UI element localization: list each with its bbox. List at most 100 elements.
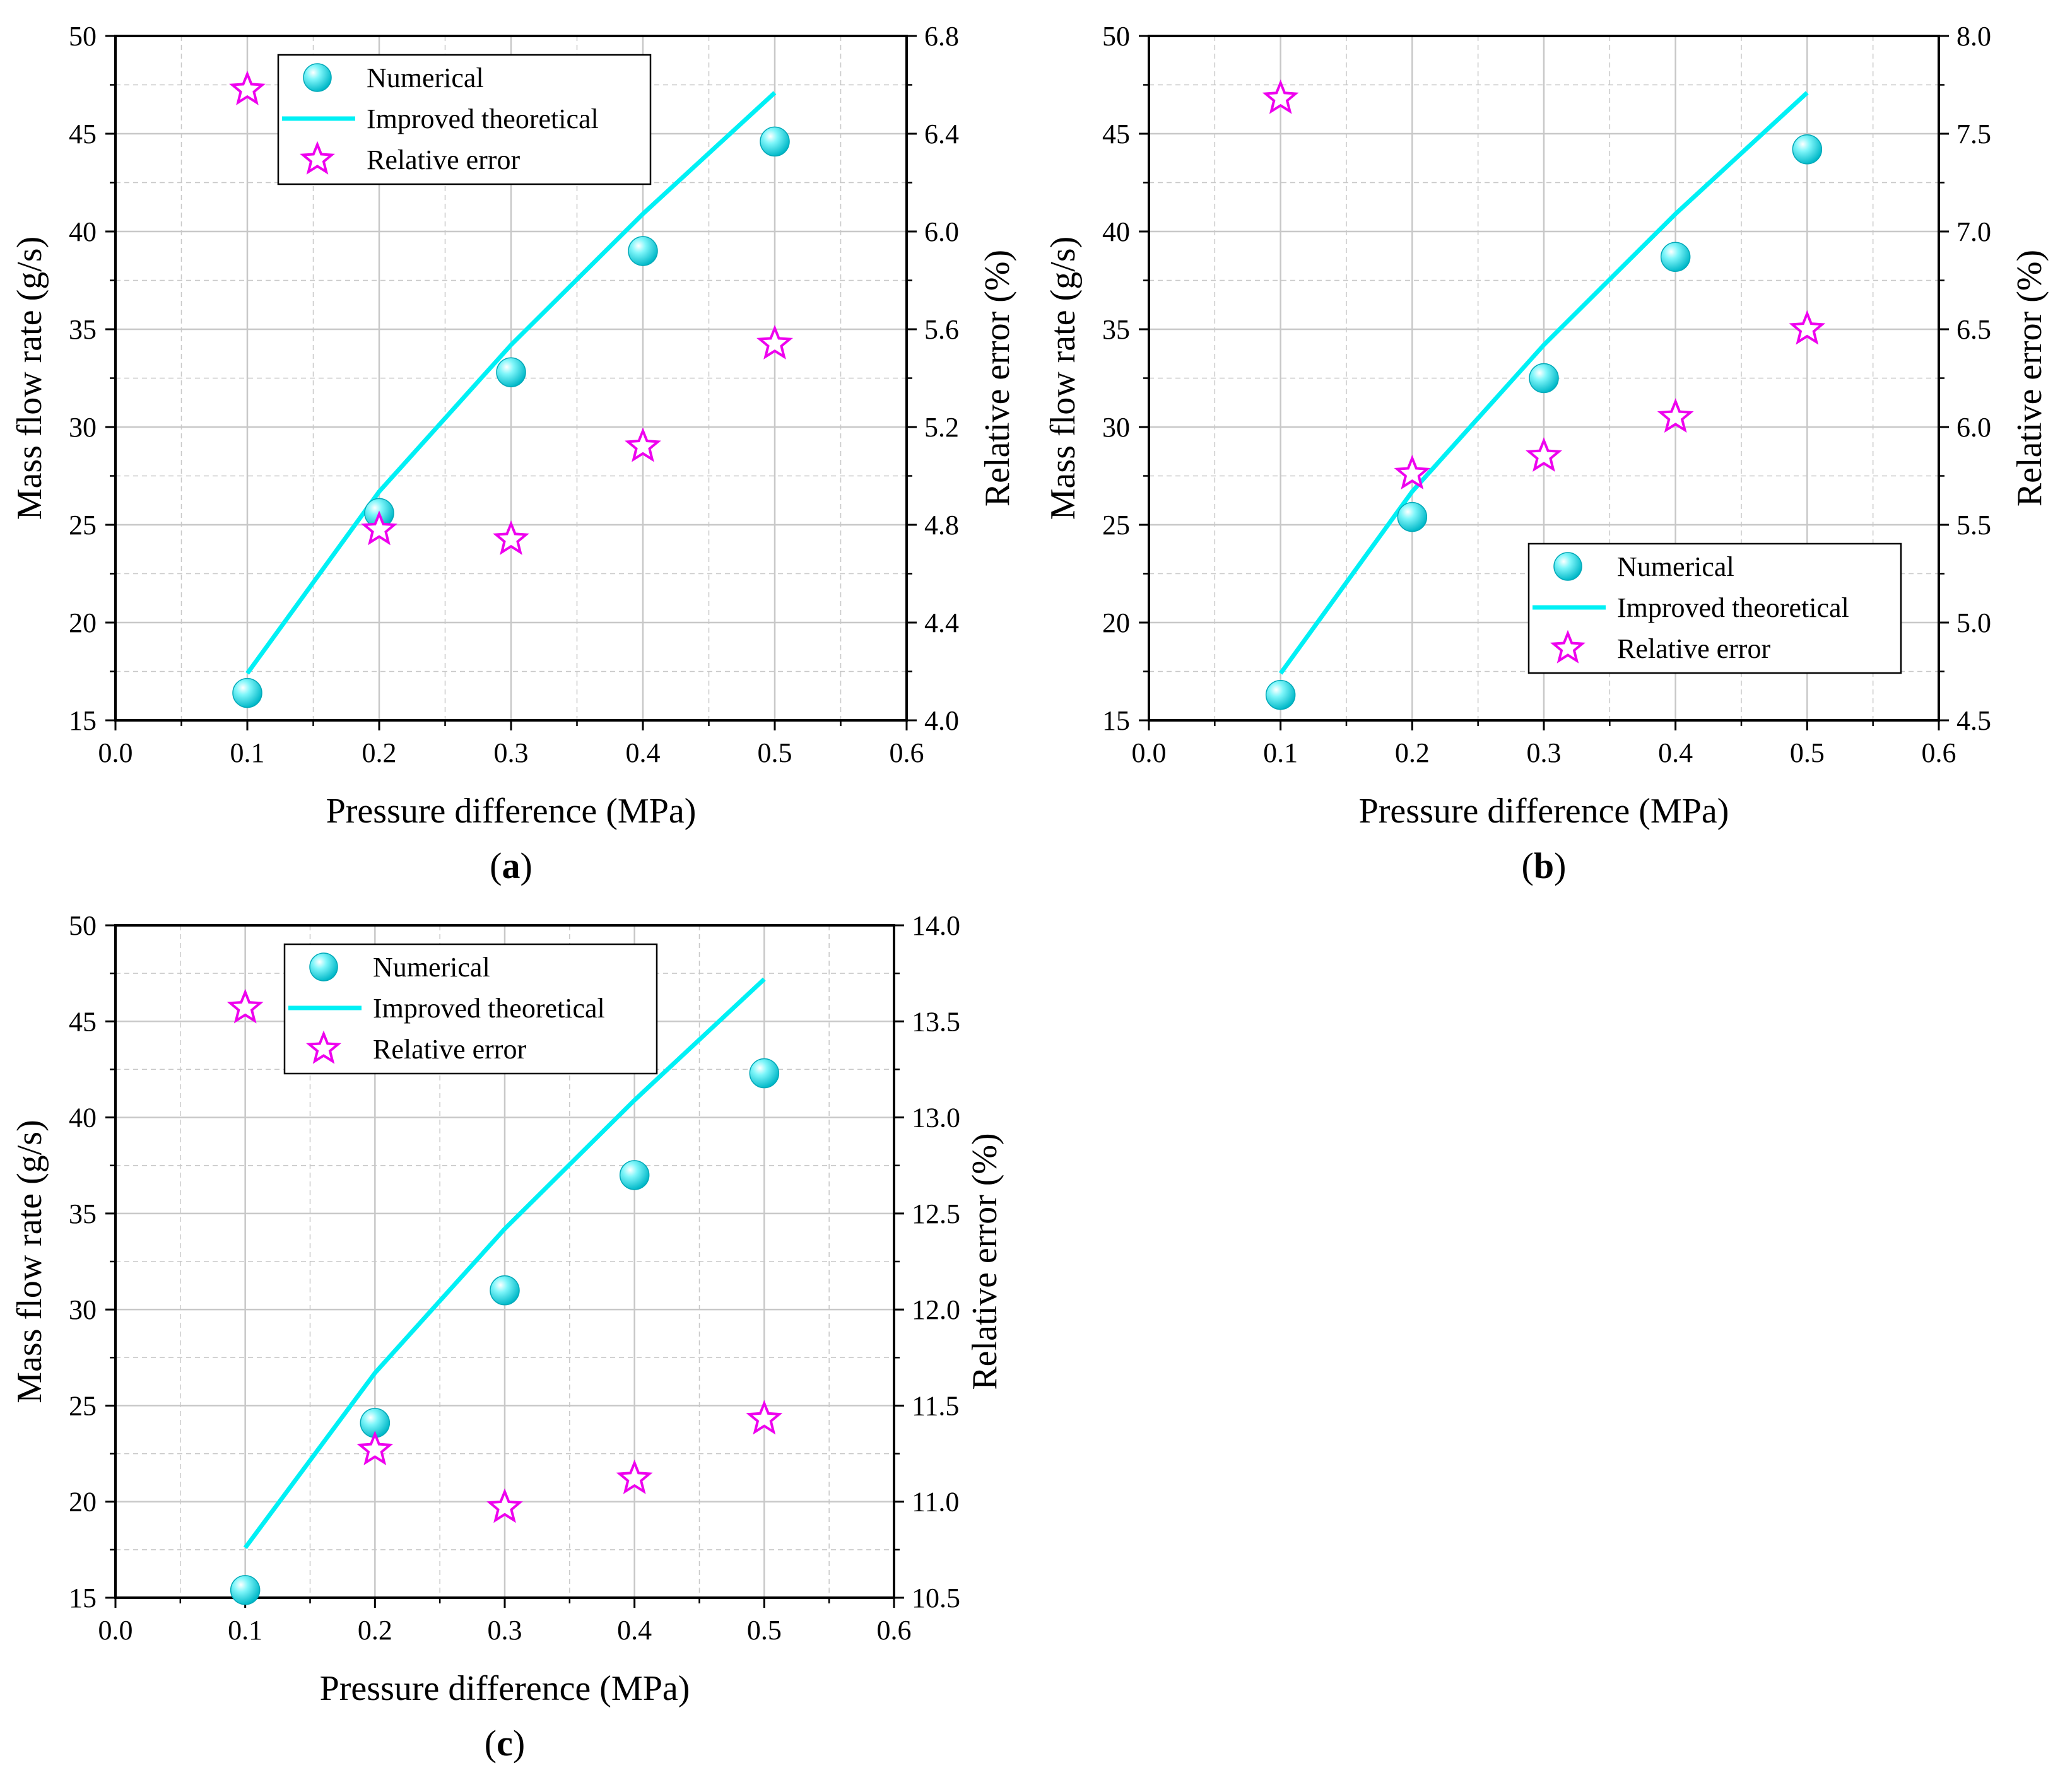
x-tick-label: 0.4 [617, 1615, 652, 1646]
y-right-axis-title: Relative error (%) [965, 1133, 1004, 1390]
x-tick-label: 0.3 [494, 737, 529, 768]
numerical-point [619, 1160, 650, 1190]
x-tick-label: 0.6 [877, 1615, 912, 1646]
relative-error-point [361, 510, 397, 546]
legend-relative-error-marker [300, 141, 335, 175]
y-right-tick-label: 4.8 [924, 510, 959, 541]
panel-label-paren: ( [485, 1723, 497, 1764]
y-left-tick-label: 50 [69, 910, 97, 941]
panel-label-paren: ) [513, 1723, 525, 1764]
relative-error-point [229, 70, 266, 105]
improved-theoretical-line [243, 977, 766, 1549]
numerical-point [1660, 242, 1691, 272]
numerical-point [230, 1575, 261, 1605]
panel-label-paren: ) [1554, 845, 1566, 886]
y-left-tick-label: 35 [69, 1198, 97, 1229]
legend-relative-error-label: Relative error [367, 144, 520, 175]
panel-label-paren: ) [521, 845, 532, 886]
legend-numerical-marker [309, 952, 338, 981]
x-tick-label: 0.1 [228, 1615, 262, 1646]
chart-panel-b: 0.0 0.1 0.2 0.3 0.4 0.5 0.6 15 20 25 30 35 40 45 50 4.5… [1044, 21, 2049, 886]
y-left-tick-label: 40 [1102, 216, 1130, 247]
legend-numerical-marker [303, 63, 332, 92]
y-left-tick-label: 40 [69, 1103, 97, 1133]
y-left-tick-label: 30 [1102, 412, 1130, 443]
panel-label-letter: a [502, 845, 521, 886]
y-right-tick-label: 6.8 [924, 21, 959, 52]
improved-theoretical-line [245, 91, 777, 675]
legend-relative-error-marker [1550, 630, 1586, 664]
numerical-point [496, 357, 526, 387]
y-left-tick-label: 20 [69, 607, 97, 638]
panel-label: (b) [1522, 845, 1567, 886]
numerical-point [1397, 501, 1428, 532]
relative-error-point [625, 427, 661, 462]
y-left-tick-label: 15 [69, 1583, 97, 1613]
y-right-tick-label: 13.5 [912, 1006, 960, 1037]
legend-improved-theoretical-label: Improved theoretical [367, 103, 599, 134]
panel-label: (c) [485, 1723, 525, 1764]
x-tick-label: 0.2 [1395, 737, 1430, 768]
legend-numerical-label: Numerical [367, 62, 484, 93]
x-tick-label: 0.0 [98, 1615, 133, 1646]
legend-improved-theoretical-label: Improved theoretical [373, 993, 605, 1024]
x-tick-label: 0.4 [1658, 737, 1693, 768]
legend: Numerical Improved theoretical Relative er… [1527, 542, 1902, 674]
y-left-tick-label: 35 [1102, 314, 1130, 345]
legend-numerical-label: Numerical [373, 952, 490, 983]
x-tick-label: 0.3 [1527, 737, 1562, 768]
relative-error-point [356, 1431, 394, 1466]
chart-panel-c: 0.0 0.1 0.2 0.3 0.4 0.5 0.6 15 20 25 30 35 40 45 50 10.… [10, 910, 1004, 1764]
y-left-tick-label: 25 [1102, 510, 1130, 541]
numerical-point [1529, 363, 1559, 394]
numerical-point [232, 677, 262, 708]
numerical-point [749, 1058, 780, 1089]
y-left-axis-title: Mass flow rate (g/s) [10, 237, 49, 520]
y-left-tick-label: 30 [69, 1294, 97, 1325]
numerical-point [490, 1275, 520, 1306]
y-left-tick-label: 20 [1102, 607, 1130, 638]
x-tick-label: 0.1 [1263, 737, 1298, 768]
y-left-tick-label: 25 [69, 510, 97, 541]
relative-error-point [1262, 79, 1299, 114]
y-right-tick-label: 4.4 [924, 607, 959, 638]
y-right-tick-label: 4.5 [1956, 705, 1991, 736]
x-tick-label: 0.0 [1132, 737, 1167, 768]
relative-error-point [746, 1400, 783, 1435]
y-right-tick-label: 6.5 [1956, 314, 1991, 345]
panel-label-paren: ( [490, 845, 502, 886]
x-tick-label: 0.6 [890, 737, 924, 768]
y-left-tick-label: 45 [69, 119, 97, 149]
x-tick-label: 0.5 [1790, 737, 1825, 768]
x-axis-title: Pressure difference (MPa) [1359, 792, 1729, 831]
x-axis-title: Pressure difference (MPa) [320, 1669, 690, 1708]
y-right-tick-label: 12.0 [912, 1294, 960, 1325]
y-left-axis-title: Mass flow rate (g/s) [1044, 237, 1083, 520]
y-left-tick-label: 40 [69, 216, 97, 247]
y-left-tick-label: 45 [1102, 119, 1130, 149]
relative-error-point [616, 1459, 653, 1494]
panel-label-letter: b [1534, 845, 1554, 886]
y-right-axis-title: Relative error (%) [978, 250, 1017, 507]
y-right-tick-label: 10.5 [912, 1583, 960, 1613]
y-right-tick-label: 4.0 [924, 705, 959, 736]
legend: Numerical Improved theoretical Relative er… [277, 54, 652, 185]
y-right-tick-label: 6.4 [924, 119, 959, 149]
legend-relative-error-label: Relative error [1617, 633, 1770, 664]
y-right-tick-label: 6.0 [924, 216, 959, 247]
y-right-tick-label: 6.0 [1956, 412, 1991, 443]
numerical-point [760, 126, 790, 157]
x-axis-title: Pressure difference (MPa) [326, 792, 697, 831]
relative-error-point [1657, 398, 1694, 433]
relative-error-point [1394, 455, 1431, 489]
y-right-tick-label: 5.5 [1956, 510, 1991, 541]
y-right-tick-label: 13.0 [912, 1103, 960, 1133]
x-tick-label: 0.6 [1922, 737, 1956, 768]
x-tick-label: 0.2 [362, 737, 397, 768]
legend-relative-error-marker [306, 1030, 341, 1064]
x-tick-label: 0.1 [230, 737, 265, 768]
y-left-tick-label: 15 [69, 705, 97, 736]
relative-error-point [1526, 437, 1562, 472]
y-right-tick-label: 11.5 [912, 1390, 959, 1421]
improved-theoretical-line [1278, 91, 1809, 675]
